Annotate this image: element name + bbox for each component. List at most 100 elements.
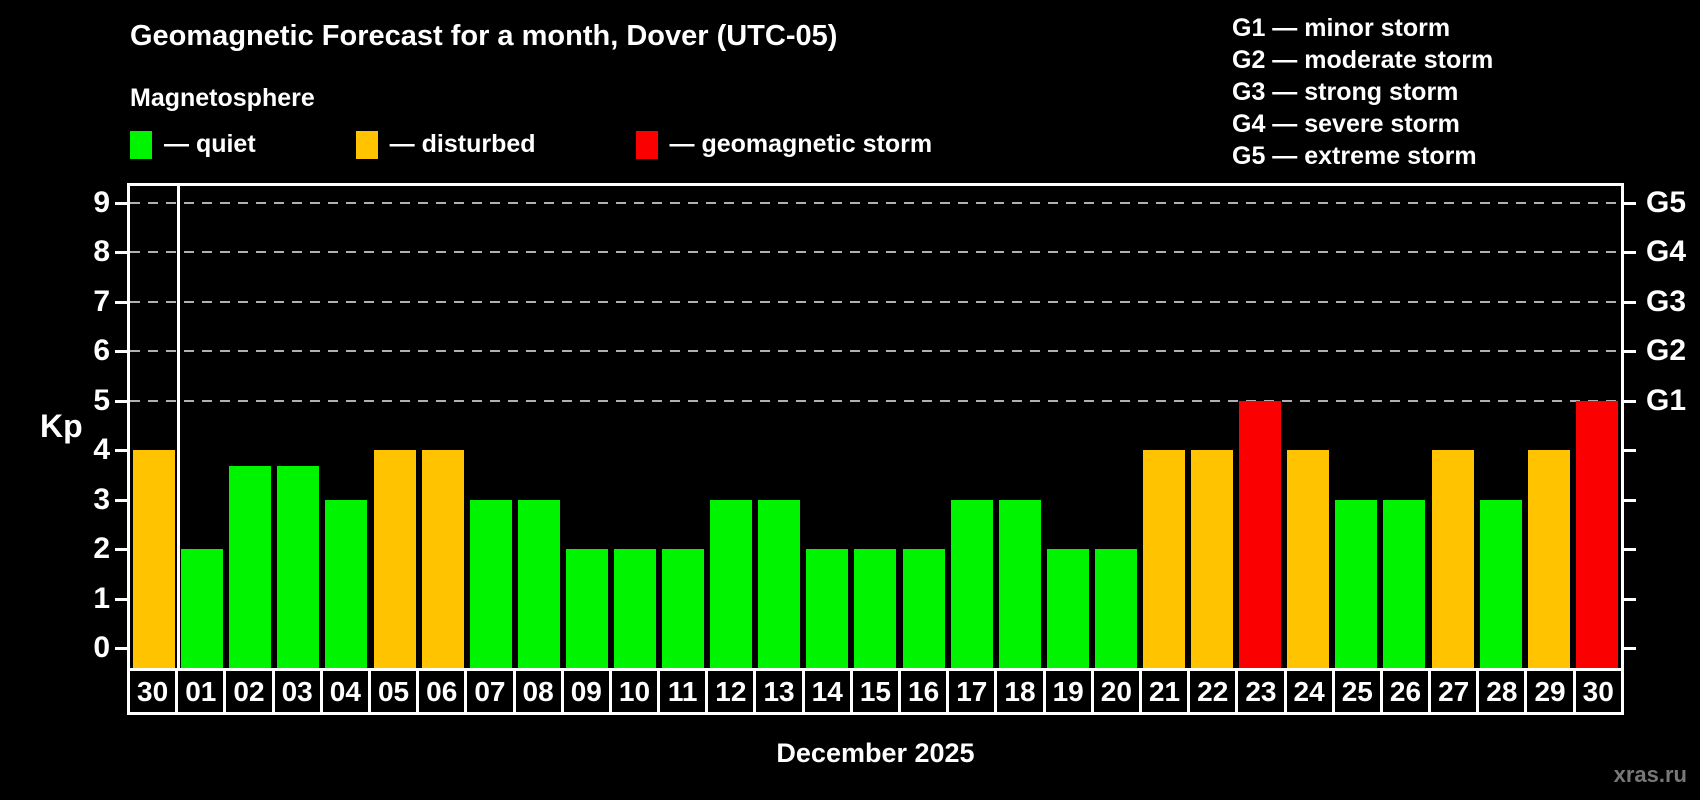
date-label-17: 17 — [946, 671, 994, 712]
right-axis-tick-1 — [1624, 597, 1636, 601]
kp-bar-day-21 — [1143, 450, 1186, 668]
y-axis-tick-6 — [115, 350, 127, 353]
storm-scale-legend: G1 — minor storm G2 — moderate storm G3 — … — [1232, 12, 1493, 172]
bar-slot-08 — [515, 183, 563, 668]
right-axis-tick-2 — [1624, 548, 1636, 551]
y-axis-tick-2 — [115, 548, 127, 551]
storm-scale-line-g5: G5 — extreme storm — [1232, 142, 1477, 170]
date-label-10: 10 — [608, 671, 657, 712]
bar-slot-11 — [659, 183, 707, 668]
right-axis-tick-0 — [1624, 647, 1636, 650]
bar-slot-24 — [1284, 183, 1332, 668]
y-tick-label-6: 6 — [93, 334, 110, 367]
y-axis-tick-0 — [115, 647, 127, 650]
date-label-09: 09 — [560, 671, 609, 712]
y-axis-tick-3 — [115, 498, 127, 502]
y-tick-label-8: 8 — [93, 235, 110, 268]
y-axis-tick-9 — [115, 201, 127, 205]
bar-slot-16 — [900, 183, 948, 668]
kp-bar-day-17 — [950, 499, 993, 668]
right-axis-label-g4: G4 — [1646, 235, 1687, 268]
bar-slot-03 — [274, 183, 322, 668]
right-axis-label-g2: G2 — [1646, 334, 1687, 367]
bar-slot-02 — [226, 183, 274, 668]
y-tick-label-4: 4 — [93, 433, 110, 466]
legend-label-disturbed: — disturbed — [389, 130, 536, 158]
date-label-30: 30 — [1572, 671, 1621, 712]
date-label-24: 24 — [1283, 671, 1332, 712]
bar-slot-01 — [178, 183, 226, 668]
bar-slot-25 — [1332, 183, 1380, 668]
kp-bar-day-19 — [1046, 549, 1089, 668]
kp-bar-day-29 — [1527, 450, 1570, 668]
kp-bar-day-15 — [854, 549, 897, 668]
bars-row — [130, 183, 1621, 668]
kp-bar-day-25 — [1335, 499, 1378, 668]
magnetosphere-label: Magnetosphere — [130, 84, 315, 112]
right-axis-label-g1: G1 — [1646, 383, 1687, 417]
kp-bar-day-05 — [373, 450, 416, 668]
gridline-kp8 — [130, 251, 1621, 253]
date-label-06: 06 — [416, 671, 464, 712]
right-axis-tick-5 — [1624, 399, 1636, 403]
kp-bar-day-09 — [565, 549, 608, 668]
y-axis-line — [127, 183, 130, 668]
date-label-18: 18 — [994, 671, 1042, 712]
y-axis-tick-4 — [115, 449, 127, 452]
storm-color-swatch — [635, 130, 658, 159]
kp-bar-day-28 — [1479, 499, 1522, 668]
right-axis-label-g5: G5 — [1646, 185, 1687, 219]
bar-slot-20 — [1092, 183, 1140, 668]
bar-slot-28 — [1477, 183, 1525, 668]
kp-bar-day-02 — [229, 466, 272, 668]
date-label-20: 20 — [1090, 671, 1139, 712]
disturbed-color-swatch — [355, 130, 378, 159]
bar-slot-15 — [851, 183, 899, 668]
y-axis-tick-1 — [115, 597, 127, 601]
bar-slot-23 — [1236, 183, 1284, 668]
date-label-26: 26 — [1379, 671, 1428, 712]
bar-slot-17 — [948, 183, 996, 668]
date-label-13: 13 — [753, 671, 801, 712]
y-tick-label-0: 0 — [93, 631, 110, 664]
y-tick-label-2: 2 — [93, 532, 110, 565]
kp-bar-day-30 — [133, 450, 176, 668]
y-tick-label-9: 9 — [93, 185, 110, 219]
date-label-23: 23 — [1235, 671, 1283, 712]
date-label-21: 21 — [1138, 671, 1187, 712]
bar-slot-06 — [419, 183, 467, 668]
kp-bar-day-26 — [1383, 499, 1426, 668]
date-label-11: 11 — [657, 671, 705, 712]
right-axis-tick-4 — [1624, 449, 1636, 452]
date-label-07: 07 — [464, 671, 512, 712]
x-axis-month-label: December 2025 — [776, 738, 975, 768]
bar-slot-07 — [467, 183, 515, 668]
kp-bar-day-18 — [998, 499, 1041, 668]
kp-bar-day-11 — [662, 549, 705, 668]
kp-bar-day-14 — [806, 549, 849, 668]
quiet-color-swatch — [130, 130, 152, 159]
right-axis-tick-6 — [1624, 350, 1636, 353]
y-axis-tick-8 — [115, 251, 127, 254]
kp-bar-day-08 — [517, 499, 560, 668]
y-tick-label-5: 5 — [93, 383, 110, 417]
kp-bar-day-13 — [758, 499, 801, 668]
bar-slot-19 — [1044, 183, 1092, 668]
kp-bar-day-20 — [1094, 549, 1137, 668]
gridline-kp7 — [130, 300, 1621, 303]
right-axis-tick-3 — [1624, 498, 1636, 502]
plot-area — [127, 183, 1624, 668]
kp-bar-day-16 — [902, 549, 945, 668]
legend-label-quiet: — quiet — [164, 130, 256, 158]
legend-item-quiet: — quiet — [130, 130, 256, 159]
bar-slot-22 — [1188, 183, 1236, 668]
date-label-27: 27 — [1428, 671, 1476, 712]
date-label-04: 04 — [319, 671, 368, 712]
kp-bar-day-03 — [277, 466, 320, 668]
bar-slot-04 — [322, 183, 370, 668]
bar-slot-29 — [1525, 183, 1573, 668]
date-label-03: 03 — [271, 671, 320, 712]
kp-bar-day-04 — [325, 499, 368, 668]
bar-slot-13 — [755, 183, 803, 668]
